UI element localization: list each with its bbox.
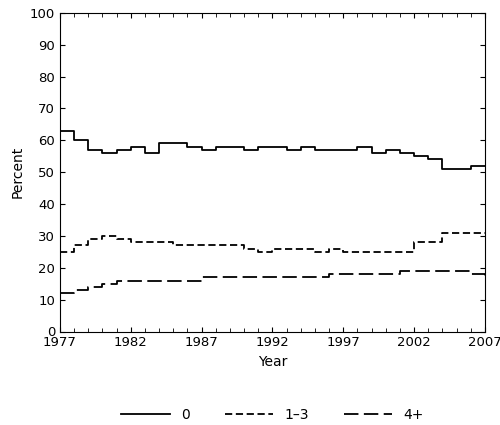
X-axis label: Year: Year xyxy=(258,355,287,369)
Legend: 0, 1–3, 4+: 0, 1–3, 4+ xyxy=(116,402,429,425)
Y-axis label: Percent: Percent xyxy=(10,146,24,198)
